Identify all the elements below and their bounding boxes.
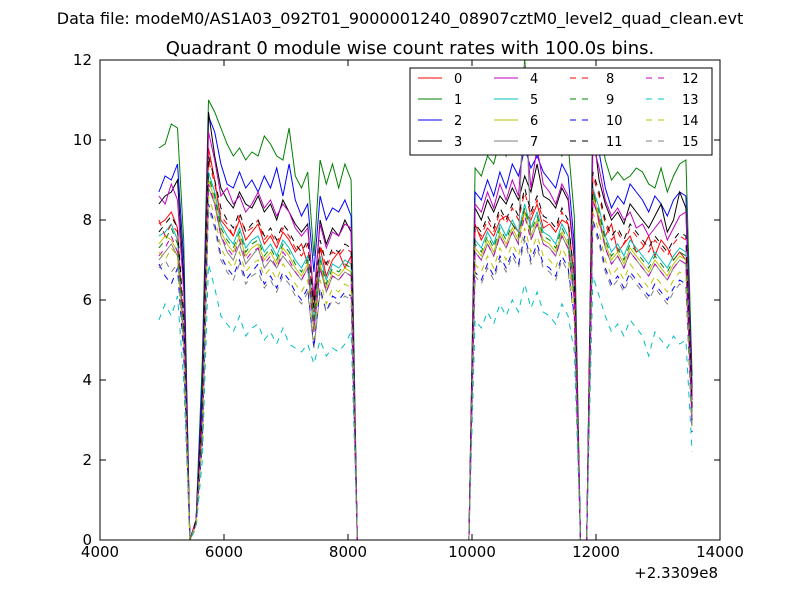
legend-entry-13: 13	[646, 93, 699, 108]
legend-entry-14: 14	[646, 114, 699, 129]
chart-title: Quadrant 0 module wise count rates with …	[166, 38, 655, 59]
y-tick-label: 6	[82, 291, 92, 309]
legend-label: 5	[530, 93, 538, 108]
legend-entry-15: 15	[646, 135, 699, 150]
x-tick-label: 6000	[205, 543, 243, 561]
legend-label: 15	[682, 135, 699, 150]
series-line-6	[158, 179, 693, 540]
series-line-2	[158, 115, 693, 540]
legend-entry-2: 2	[418, 114, 462, 129]
y-tick-label: 8	[82, 211, 92, 229]
legend-entry-10: 10	[570, 114, 623, 129]
x-tick-label: 8000	[329, 543, 367, 561]
series-layer	[158, 60, 693, 540]
legend-label: 4	[530, 72, 538, 87]
legend-entry-6: 6	[494, 114, 538, 129]
legend-entry-9: 9	[570, 93, 614, 108]
y-tick-label: 10	[73, 131, 92, 149]
series-line-5	[158, 171, 693, 540]
legend-label: 14	[682, 114, 699, 129]
series-line-13	[158, 263, 693, 540]
legend-entry-3: 3	[418, 135, 462, 150]
legend-label: 0	[454, 72, 462, 87]
legend-entry-5: 5	[494, 93, 538, 108]
series-line-10	[158, 203, 693, 540]
legend-label: 8	[606, 72, 614, 87]
series-line-15	[158, 207, 693, 540]
legend-label: 10	[606, 114, 623, 129]
series-line-12	[158, 183, 693, 540]
series-line-14	[158, 195, 693, 540]
series-line-7	[158, 63, 693, 540]
x-tick-label: 14000	[696, 543, 744, 561]
series-line-9	[158, 175, 693, 540]
x-tick-label: 4000	[81, 543, 119, 561]
series-line-3	[158, 111, 693, 540]
legend-label: 11	[606, 135, 623, 150]
x-tick-label: 12000	[572, 543, 620, 561]
x-tick-label: 10000	[448, 543, 496, 561]
legend-label: 6	[530, 114, 538, 129]
y-tick-label: 2	[82, 451, 92, 469]
legend-label: 9	[606, 93, 614, 108]
legend-entry-4: 4	[494, 72, 538, 87]
y-tick-label: 4	[82, 371, 92, 389]
legend-entry-8: 8	[570, 72, 614, 87]
legend-entry-1: 1	[418, 93, 462, 108]
legend-label: 1	[454, 93, 462, 108]
legend-label: 13	[682, 93, 699, 108]
legend-entry-11: 11	[570, 135, 623, 150]
chart-supertitle: Data file: modeM0/AS1A03_092T01_90000012…	[57, 9, 743, 29]
legend-label: 3	[454, 135, 462, 150]
legend-label: 7	[530, 135, 538, 150]
legend-label: 12	[682, 72, 699, 87]
y-tick-label: 12	[73, 51, 92, 69]
legend-label: 2	[454, 114, 462, 129]
legend-entry-7: 7	[494, 135, 538, 150]
y-tick-label: 0	[82, 531, 92, 549]
series-line-4	[158, 115, 693, 540]
x-axis-offset-label: +2.3309e8	[634, 564, 718, 582]
legend-entry-0: 0	[418, 72, 462, 87]
legend-entry-12: 12	[646, 72, 699, 87]
